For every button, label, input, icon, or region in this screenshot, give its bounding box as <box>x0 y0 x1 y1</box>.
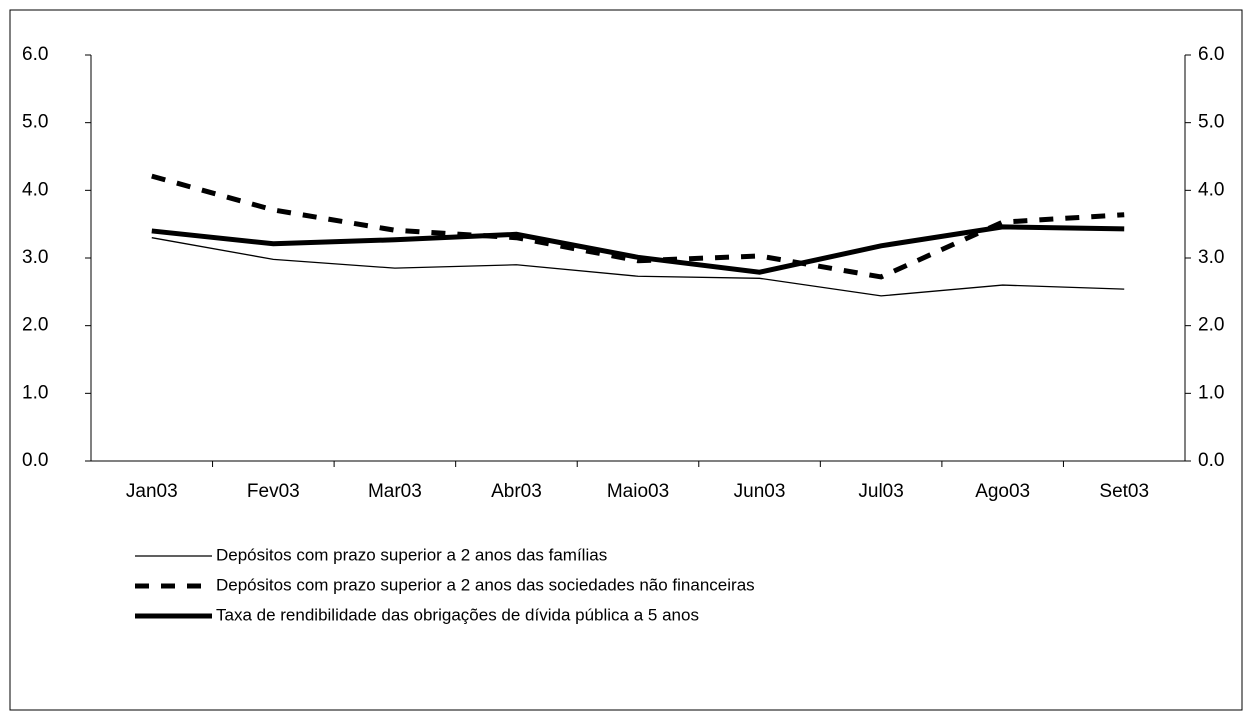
y-tick-label: 1.0 <box>22 382 48 403</box>
x-tick-label: Fev03 <box>247 481 300 502</box>
y2-tick-label: 2.0 <box>1198 315 1224 336</box>
y2-tick-label: 4.0 <box>1198 179 1224 200</box>
y-tick-label: 5.0 <box>22 112 48 133</box>
x-tick-label: Maio03 <box>607 481 669 502</box>
y-tick-label: 3.0 <box>22 247 48 268</box>
y-tick-label: 6.0 <box>22 44 48 65</box>
chart-border <box>9 9 1243 711</box>
x-tick-label: Ago03 <box>975 481 1030 502</box>
series-line <box>151 224 1125 275</box>
y2-tick-label: 0.0 <box>1198 450 1224 471</box>
legend-label: Depósitos com prazo superior a 2 anos da… <box>216 545 607 564</box>
x-tick-label: Jul03 <box>858 481 903 502</box>
x-tick-label: Jun03 <box>734 481 786 502</box>
x-tick-label: Jan03 <box>126 481 178 502</box>
x-tick-label: Mar03 <box>368 481 422 502</box>
y2-tick-label: 5.0 <box>1198 112 1224 133</box>
legend-label: Taxa de rendibilidade das obrigações de … <box>216 605 699 624</box>
y-tick-label: 4.0 <box>22 179 48 200</box>
series-line <box>151 173 1125 280</box>
x-tick-label: Set03 <box>1099 481 1149 502</box>
y-tick-label: 0.0 <box>22 450 48 471</box>
y2-tick-label: 3.0 <box>1198 247 1224 268</box>
y2-tick-label: 1.0 <box>1198 382 1224 403</box>
x-tick-label: Abr03 <box>491 481 542 502</box>
legend-label: Depósitos com prazo superior a 2 anos da… <box>216 575 755 594</box>
y-tick-label: 2.0 <box>22 315 48 336</box>
y2-tick-label: 6.0 <box>1198 44 1224 65</box>
series-line <box>151 237 1125 297</box>
